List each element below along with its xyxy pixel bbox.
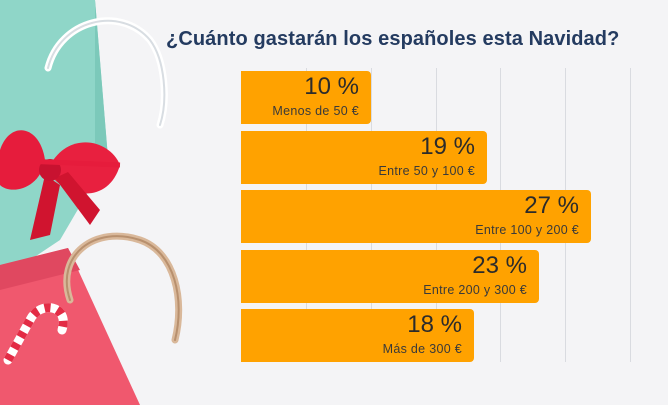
bar-category-label: Entre 50 y 100 €: [378, 164, 475, 178]
bar-2: 19 % Entre 50 y 100 €: [241, 131, 487, 184]
bar-category-label: Más de 300 €: [382, 342, 462, 356]
bar-value-label: 10 %: [304, 73, 359, 100]
bar-value-label: 23 %: [472, 252, 527, 279]
bar-1: 10 % Menos de 50 €: [241, 71, 371, 124]
bar-value-label: 19 %: [420, 133, 475, 160]
chart-title: ¿Cuánto gastarán los españoles esta Navi…: [166, 28, 620, 50]
pink-gift-bag: [0, 232, 183, 405]
bar-category-label: Entre 100 y 200 €: [475, 223, 579, 237]
bar-3: 27 % Entre 100 y 200 €: [241, 190, 591, 243]
bar-value-label: 27 %: [524, 192, 579, 219]
bar-category-label: Entre 200 y 300 €: [423, 283, 527, 297]
bar-value-label: 18 %: [407, 311, 462, 338]
gridline-30: [630, 68, 631, 362]
bar-4: 23 % Entre 200 y 300 €: [241, 250, 539, 303]
candy-cane: [3, 303, 68, 365]
red-bow: [0, 130, 121, 240]
bar-category-label: Menos de 50 €: [272, 104, 359, 118]
bar-5: 18 % Más de 300 €: [241, 309, 474, 362]
teal-gift-bag: [0, 0, 168, 280]
